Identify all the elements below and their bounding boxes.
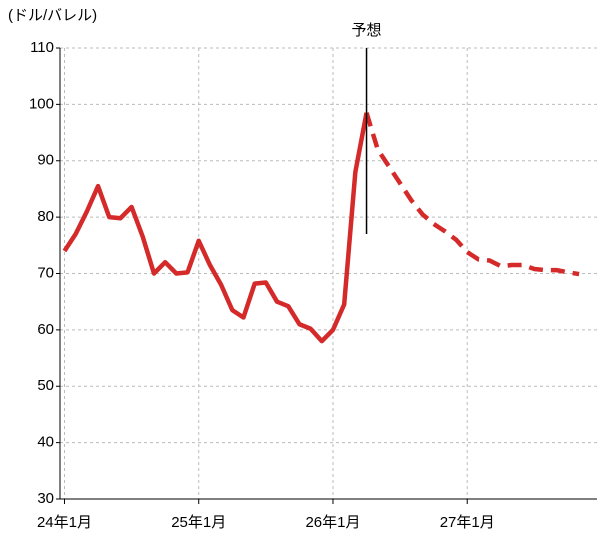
y-tick-label: 110 — [30, 39, 54, 56]
y-tick-label: 100 — [29, 95, 54, 112]
annotation-text: 予想 — [352, 22, 382, 39]
line-series — [62, 112, 369, 344]
line-series — [364, 112, 580, 277]
y-tick-label: 60 — [37, 321, 54, 338]
x-tick-label: 25年1月 — [171, 514, 226, 531]
y-tick-label: 50 — [37, 377, 54, 394]
y-tick-label: 90 — [37, 152, 54, 169]
y-tick-label: 70 — [37, 264, 54, 281]
y-tick-label: 80 — [37, 208, 54, 225]
x-tick-label: 24年1月 — [37, 514, 92, 531]
x-tick-label: 27年1月 — [440, 514, 495, 531]
y-tick-label: 30 — [37, 490, 54, 507]
x-tick-label: 26年1月 — [305, 514, 360, 531]
y-axis-label: (ドル/バレル) — [8, 7, 97, 24]
y-tick-label: 40 — [37, 434, 54, 451]
